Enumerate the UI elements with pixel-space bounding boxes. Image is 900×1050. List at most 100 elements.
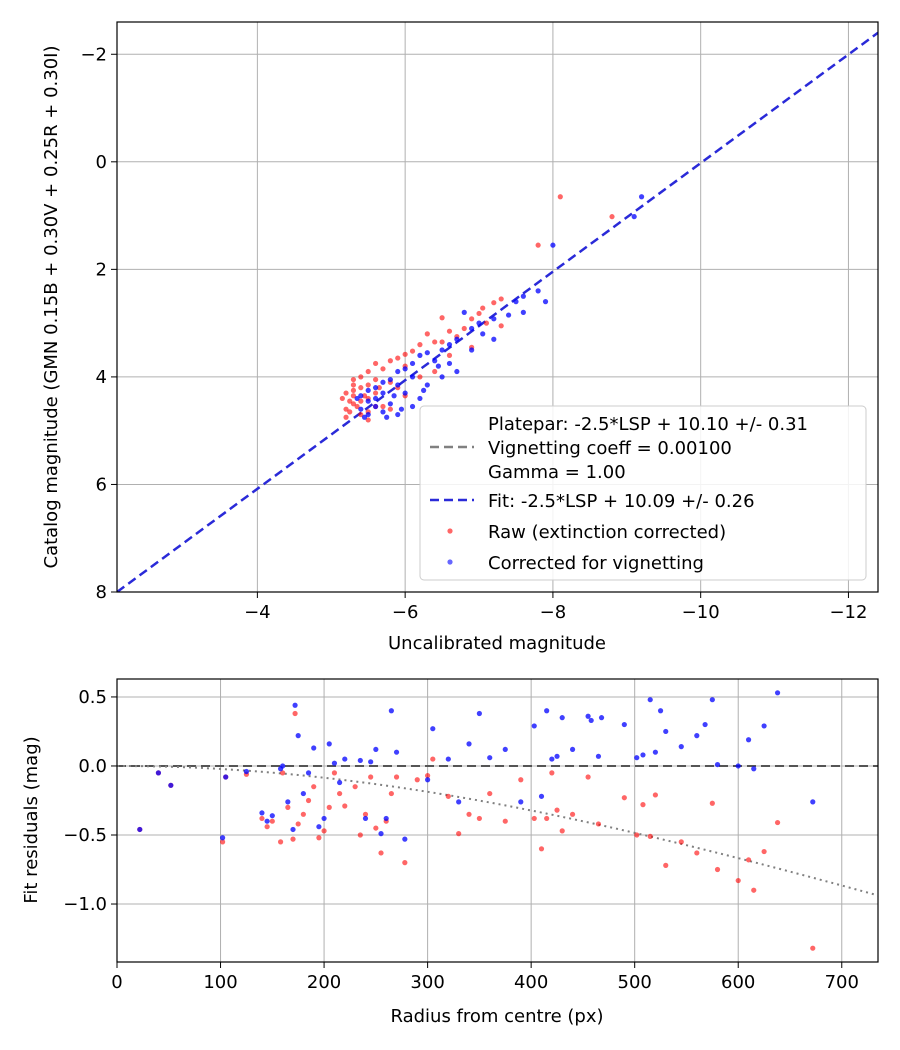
top-raw-point — [439, 315, 445, 321]
residuals-scatter-chart: 0 100 200 300 400 500 600 700 0.5 0.0 −0.5 −1.0 Rad… — [21, 678, 879, 1027]
legend-raw-text: Raw (extinction corrected) — [488, 522, 726, 543]
top-raw-point — [439, 339, 445, 345]
bottom-corrected-point — [388, 708, 394, 714]
bottom-raw-point — [456, 831, 462, 837]
top-corrected-point — [402, 390, 408, 396]
legend-corrected-marker — [447, 559, 453, 565]
top-corrected-point — [480, 331, 486, 337]
top-raw-point — [339, 395, 345, 402]
top-raw-point — [343, 414, 349, 420]
top-raw-point — [498, 296, 504, 302]
top-raw-point — [409, 348, 416, 354]
bottom-raw-point — [518, 777, 524, 783]
top-corrected-point — [513, 299, 519, 305]
top-corrected-point — [409, 374, 416, 380]
top-y-tick-label: 6 — [96, 474, 107, 495]
top-raw-point — [417, 342, 423, 348]
top-raw-point — [380, 366, 386, 372]
top-corrected-point — [469, 325, 475, 332]
top-raw-point — [350, 393, 357, 399]
bottom-corrected-point — [640, 752, 646, 758]
bottom-raw-point — [487, 790, 493, 797]
bottom-corrected-point — [168, 782, 174, 788]
bottom-raw-point — [502, 818, 508, 824]
top-raw-point — [498, 323, 504, 329]
top-corrected-point — [380, 409, 386, 415]
bottom-raw-point — [476, 815, 482, 822]
bottom-axes-frame — [116, 678, 879, 963]
bottom-x-tick-label: 0 — [111, 972, 122, 993]
bottom-raw-point — [373, 825, 379, 831]
bottom-raw-point — [549, 770, 555, 776]
bottom-corrected-point — [243, 768, 250, 775]
top-raw-point — [402, 351, 408, 357]
top-corrected-point — [424, 350, 430, 356]
top-corrected-point — [398, 406, 405, 412]
bottom-raw-point — [678, 839, 684, 845]
bottom-raw-point — [466, 811, 472, 817]
top-raw-point — [354, 403, 360, 410]
bottom-raw-point — [259, 815, 265, 822]
bottom-raw-point — [709, 800, 715, 806]
top-raw-point — [372, 390, 379, 396]
bottom-raw-point — [378, 850, 384, 856]
bottom-corrected-point — [745, 737, 752, 743]
top-corrected-point — [446, 360, 453, 367]
bottom-raw-point — [290, 836, 296, 842]
top-raw-point — [376, 385, 382, 391]
bottom-raw-point — [531, 815, 537, 822]
bottom-corrected-point — [269, 813, 275, 819]
top-x-tick-label: −10 — [682, 602, 720, 623]
legend-platepar-text-1: Platepar: -2.5*LSP + 10.10 +/- 0.31 — [488, 414, 808, 435]
top-corrected-point — [372, 403, 379, 410]
top-corrected-point — [380, 390, 386, 396]
top-corrected-point — [454, 368, 460, 375]
bottom-raw-point — [714, 866, 721, 873]
bottom-corrected-point — [657, 708, 664, 714]
bottom-raw-point — [285, 804, 291, 810]
top-y-axis-label: Catalog magnitude (GMN 0.15B + 0.30V + 0… — [41, 45, 62, 568]
top-x-axis-label: Uncalibrated magnitude — [388, 633, 606, 654]
top-corrected-point — [491, 316, 497, 322]
bottom-raw-point — [316, 835, 322, 841]
bottom-corrected-point — [137, 826, 143, 833]
bottom-corrected-point — [220, 835, 226, 841]
bottom-corrected-point — [445, 756, 451, 762]
bottom-raw-point — [445, 793, 451, 799]
bottom-raw-point — [647, 833, 653, 839]
bottom-corrected-point — [362, 815, 369, 822]
bottom-corrected-point — [357, 757, 363, 764]
bottom-corrected-point — [430, 726, 436, 732]
top-y-tick-label: 2 — [96, 259, 107, 280]
top-corrected-point — [505, 312, 512, 318]
bottom-corrected-point — [342, 756, 348, 762]
top-corrected-point — [354, 395, 360, 402]
bottom-corrected-point — [290, 826, 296, 833]
top-raw-point — [350, 387, 357, 393]
top-raw-point — [432, 368, 438, 375]
bottom-corrected-point — [751, 766, 757, 772]
bottom-x-tick-label: 200 — [307, 972, 341, 993]
top-raw-point — [347, 409, 353, 415]
top-corrected-point — [542, 299, 549, 305]
top-corrected-point — [550, 242, 556, 248]
top-x-tick-label: −12 — [829, 602, 867, 623]
bottom-corrected-point — [678, 744, 684, 750]
bottom-corrected-point — [538, 793, 545, 799]
top-x-tick-label: −4 — [244, 602, 271, 623]
bottom-raw-point — [538, 846, 545, 852]
bottom-corrected-point — [502, 746, 508, 753]
top-raw-point — [358, 374, 364, 380]
bottom-raw-point — [269, 818, 275, 824]
bottom-raw-point — [652, 792, 658, 798]
bottom-corrected-point — [466, 741, 472, 747]
bottom-corrected-point — [155, 770, 162, 776]
bottom-corrected-point — [295, 733, 301, 739]
bottom-corrected-point — [321, 815, 327, 822]
top-line-fit — [117, 31, 878, 592]
bottom-raw-point — [554, 807, 560, 813]
bottom-corrected-point — [549, 756, 555, 762]
top-raw-point — [358, 398, 364, 404]
top-corrected-point — [391, 393, 397, 399]
top-y-tick-label: 0 — [96, 152, 107, 173]
